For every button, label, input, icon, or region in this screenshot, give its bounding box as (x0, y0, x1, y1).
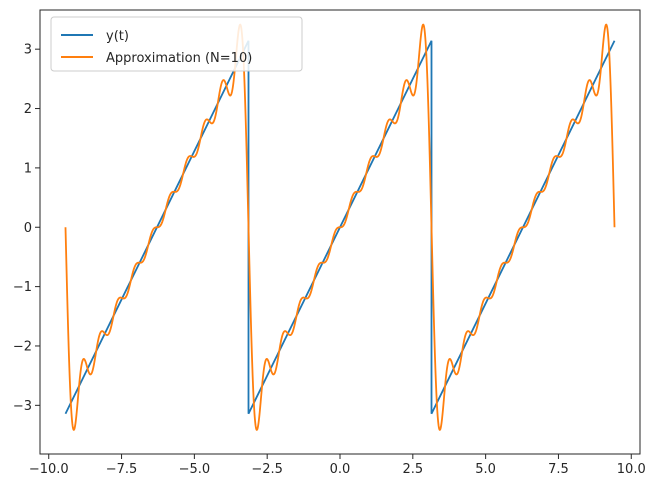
legend-entry-approximation: Approximation (N=10) (61, 51, 252, 66)
series-layer (64, 23, 616, 431)
x-tick-label: 2.5 (402, 462, 423, 477)
x-tick-label: 0.0 (330, 462, 351, 477)
y-tick-label: 0 (24, 221, 32, 236)
plot-area (39, 9, 641, 455)
legend-label-y: y(t) (106, 29, 129, 44)
y-tick-label: −2 (13, 339, 32, 354)
x-tick-label: 7.5 (548, 462, 569, 477)
x-tick-label: −10.0 (29, 462, 69, 477)
x-tick-label: −7.5 (106, 462, 138, 477)
legend-label-approximation: Approximation (N=10) (106, 51, 252, 66)
x-tick-label: 10.0 (617, 462, 646, 477)
y-tick-label: −3 (13, 399, 32, 414)
y-tick-label: −1 (13, 280, 32, 295)
legend-box (50, 16, 303, 72)
y-tick-label: 3 (24, 43, 32, 58)
y-tick-label: 2 (24, 102, 32, 117)
x-axis-ticks: −10.0 −7.5 −5.0 −2.5 0.0 2.5 5.0 7.5 10.0 (29, 454, 646, 477)
y-axis-ticks: −3 −2 −1 0 1 2 3 (13, 43, 40, 414)
legend: y(t) Approximation (N=10) (50, 16, 303, 72)
series-line-approximation (64, 23, 616, 431)
legend-entry-y: y(t) (61, 29, 129, 44)
axes-background (40, 10, 640, 454)
x-tick-label: −5.0 (179, 462, 211, 477)
x-tick-label: −2.5 (251, 462, 283, 477)
y-tick-label: 1 (24, 161, 32, 176)
x-tick-label: 5.0 (475, 462, 496, 477)
